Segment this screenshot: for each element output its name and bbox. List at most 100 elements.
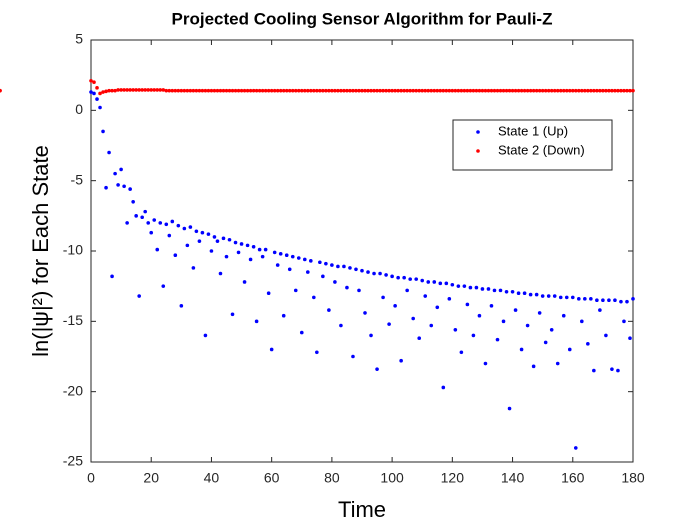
data-point xyxy=(513,308,518,312)
data-point xyxy=(573,446,578,450)
data-point xyxy=(489,304,494,308)
data-point xyxy=(435,88,440,93)
data-point xyxy=(399,88,403,93)
data-point xyxy=(586,88,590,93)
data-point xyxy=(447,88,452,93)
y-tick-label: -5 xyxy=(71,171,84,187)
data-point xyxy=(251,244,256,249)
data-point xyxy=(450,88,455,93)
data-point xyxy=(631,88,635,93)
data-point xyxy=(495,337,500,342)
data-point xyxy=(236,250,241,255)
data-point xyxy=(564,88,569,93)
data-point xyxy=(140,215,144,220)
data-point xyxy=(128,187,132,191)
data-point xyxy=(354,88,358,93)
data-point xyxy=(390,88,394,93)
data-point xyxy=(495,88,500,93)
data-point xyxy=(278,252,283,256)
data-point xyxy=(333,88,337,93)
data-point xyxy=(339,323,343,328)
data-point xyxy=(583,297,587,301)
data-point xyxy=(278,88,283,93)
data-point xyxy=(357,88,361,93)
data-point xyxy=(501,88,506,93)
data-point xyxy=(236,88,241,93)
data-point xyxy=(155,247,160,252)
data-point xyxy=(405,88,409,93)
data-point xyxy=(522,88,527,93)
data-point xyxy=(113,171,117,176)
data-point xyxy=(149,88,154,92)
data-point xyxy=(200,230,205,235)
data-point xyxy=(601,88,605,93)
data-point xyxy=(197,239,202,243)
data-point xyxy=(224,88,229,93)
data-point xyxy=(583,88,587,93)
data-point xyxy=(628,88,632,93)
data-point xyxy=(471,333,476,338)
data-point xyxy=(339,88,343,93)
data-point xyxy=(492,88,497,93)
data-point xyxy=(182,88,187,93)
data-point xyxy=(206,88,211,93)
data-point xyxy=(242,88,247,93)
data-point xyxy=(510,289,515,294)
data-point xyxy=(438,88,443,93)
data-point xyxy=(486,287,491,291)
data-point xyxy=(423,88,428,93)
data-point xyxy=(456,284,461,288)
data-point xyxy=(209,88,214,93)
data-point xyxy=(573,88,578,93)
data-point xyxy=(327,308,331,312)
data-point xyxy=(176,223,181,228)
data-point xyxy=(272,250,277,255)
data-point xyxy=(604,333,608,338)
data-point xyxy=(393,304,397,308)
data-point xyxy=(441,88,446,93)
data-point xyxy=(480,287,485,291)
data-point xyxy=(411,88,415,93)
data-point xyxy=(369,88,373,93)
data-point xyxy=(420,278,425,283)
data-point xyxy=(152,88,157,92)
data-point xyxy=(528,292,533,297)
data-point xyxy=(260,254,265,259)
data-point xyxy=(152,218,157,222)
data-point xyxy=(257,247,262,252)
x-tick-label: 100 xyxy=(380,470,404,486)
data-point xyxy=(221,88,226,93)
data-point xyxy=(570,88,575,93)
data-point xyxy=(477,88,482,93)
data-point xyxy=(336,88,340,93)
data-point xyxy=(218,271,223,276)
data-point xyxy=(119,167,123,172)
data-point xyxy=(269,88,274,93)
data-point xyxy=(164,222,169,227)
data-point xyxy=(128,88,132,92)
data-point xyxy=(351,88,355,93)
data-point xyxy=(498,88,503,93)
data-point xyxy=(345,285,349,290)
data-point xyxy=(89,78,93,83)
data-point xyxy=(185,88,190,93)
data-point xyxy=(429,88,434,93)
data-point xyxy=(254,319,259,324)
data-point xyxy=(381,88,385,93)
data-point xyxy=(296,256,301,260)
y-tick-label: 5 xyxy=(75,31,83,47)
data-point xyxy=(134,88,138,92)
data-point xyxy=(281,313,286,318)
data-point xyxy=(552,88,557,93)
data-point xyxy=(558,295,563,300)
data-point xyxy=(519,88,524,93)
data-point xyxy=(230,88,235,93)
data-point xyxy=(570,295,575,300)
data-point xyxy=(284,88,289,93)
data-point xyxy=(360,268,364,273)
data-point xyxy=(245,243,250,248)
data-point xyxy=(561,313,566,318)
y-tick-label: -10 xyxy=(63,242,83,258)
data-point xyxy=(212,235,217,239)
data-point xyxy=(598,308,602,312)
